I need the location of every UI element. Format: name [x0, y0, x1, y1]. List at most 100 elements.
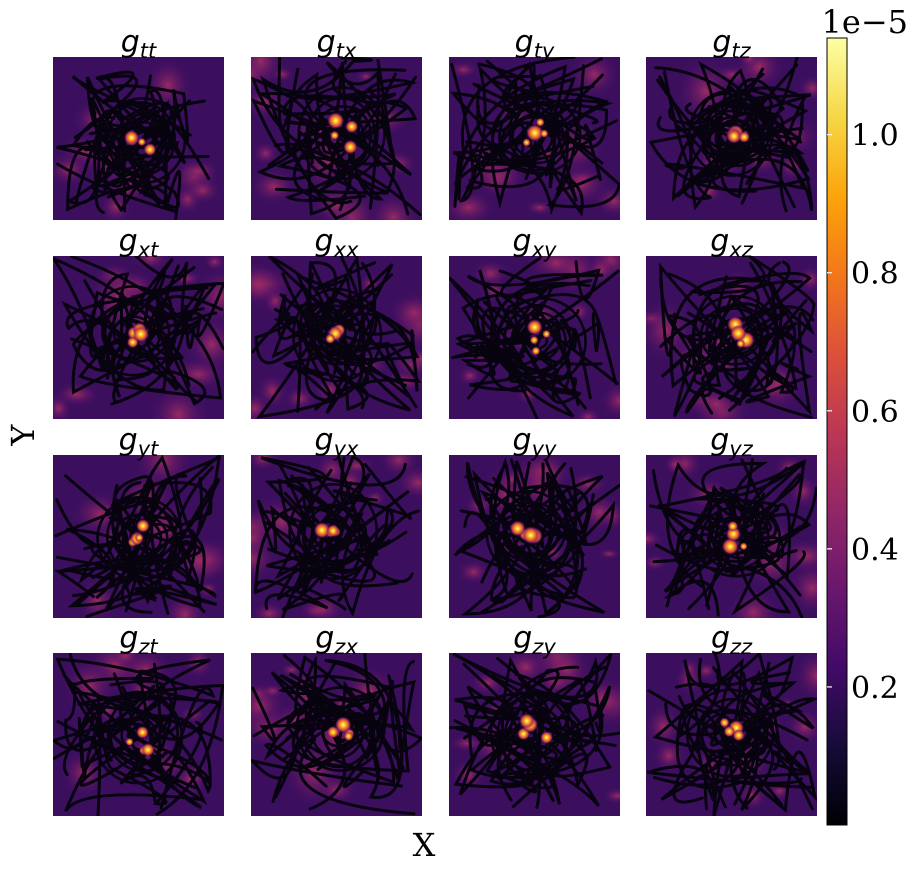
node-line	[705, 72, 785, 178]
swirl-ring	[498, 102, 570, 172]
hotspot	[738, 131, 750, 143]
panel-title-gzy: gzy	[513, 621, 556, 659]
swirl-ring	[93, 690, 184, 785]
node-line	[508, 279, 593, 418]
hotspot	[723, 725, 736, 738]
swirl-ring	[310, 705, 365, 759]
hotspot	[721, 537, 739, 556]
node-line	[523, 458, 580, 529]
node-line	[488, 293, 618, 393]
panel-gtz: gtz	[646, 25, 817, 220]
swirl-ring	[88, 285, 178, 377]
hotspot	[345, 120, 359, 134]
intensity-blob	[599, 381, 620, 419]
swirl-ring	[312, 517, 353, 553]
node-line	[64, 679, 166, 752]
node-line	[64, 696, 219, 813]
panel-title-gzt: gzt	[119, 621, 158, 659]
node-line	[264, 691, 383, 788]
hotspot	[535, 117, 545, 127]
swirl-ring	[700, 711, 759, 761]
hotspot	[143, 142, 157, 156]
hotspot	[136, 725, 149, 739]
swirl-ring	[306, 97, 377, 173]
swirl-ring	[696, 697, 769, 767]
hotspot	[123, 130, 140, 146]
panel-title-gxt: gxt	[119, 224, 159, 262]
swirl-ring	[485, 489, 571, 577]
swirl-ring	[101, 301, 171, 363]
intensity-blob	[251, 390, 272, 419]
node-line	[453, 719, 600, 807]
y-axis-label: Y	[4, 424, 42, 447]
panel-grid: gtt gtx gty gtz gxt gxx gxy gxz gyt gyx gyy gyz gzt g…	[53, 25, 817, 816]
intensity-blob	[794, 653, 817, 702]
node-line	[274, 59, 397, 195]
hotspot	[729, 324, 747, 342]
colorbar-tick-label: 0.4	[851, 533, 899, 568]
swirl-ring	[313, 105, 373, 165]
node-line	[119, 669, 177, 803]
swirl-ring	[106, 694, 179, 773]
intensity-blob	[53, 381, 101, 408]
hotspot	[509, 520, 526, 537]
node-line	[260, 456, 407, 555]
node-line	[277, 654, 364, 761]
colorbar-tick-label: 0.2	[851, 671, 899, 706]
panel-gtt: gtt	[53, 25, 224, 220]
swirl-ring	[699, 304, 770, 366]
hotspot	[727, 520, 739, 532]
swirl-ring	[318, 316, 358, 356]
swirl-ring	[521, 318, 562, 361]
swirl-ring	[504, 705, 563, 759]
hotspot	[521, 526, 540, 545]
intensity-blob	[738, 57, 760, 68]
node-line	[700, 294, 774, 415]
swirl-ring	[502, 304, 572, 379]
swirl-ring	[511, 115, 554, 158]
panel-title-gyt: gyt	[119, 423, 159, 461]
node-line	[716, 654, 795, 810]
node-line	[282, 58, 394, 155]
swirl-ring	[96, 496, 183, 582]
colorbar-tick-label: 1.0	[851, 119, 899, 154]
swirl-ring	[106, 500, 176, 575]
hotspot	[542, 329, 551, 339]
panel-gxt: gxt	[53, 224, 224, 419]
node-line	[449, 726, 561, 805]
intensity-blob	[597, 548, 620, 560]
intensity-blob	[785, 708, 817, 746]
intensity-blob	[725, 588, 782, 618]
intensity-blob	[182, 176, 222, 205]
swirl-ring	[707, 516, 764, 563]
colorbar-gradient	[826, 37, 848, 826]
swirl-ring	[705, 307, 764, 360]
colorbar: 0.2 0.4 0.6 0.8 1.0 1e−5	[822, 3, 908, 826]
node-line	[476, 91, 609, 209]
swirl-ring	[295, 686, 386, 772]
node-line	[71, 478, 221, 605]
node-line	[697, 657, 815, 761]
panel-gxy: gxy	[449, 224, 620, 419]
node-line	[256, 261, 364, 419]
panel-gzz: gzz	[646, 621, 817, 816]
hotspot	[327, 112, 345, 130]
panel-title-gxz: gxz	[710, 224, 753, 262]
panel-gyx: gyx	[251, 423, 422, 618]
node-line	[53, 711, 153, 777]
panel-gzt: gzt	[53, 621, 224, 816]
swirl-ring	[99, 97, 187, 185]
panel-gzx: gzx	[251, 621, 422, 816]
hotspot	[132, 325, 150, 343]
node-line	[521, 478, 590, 534]
swirl-ring	[297, 503, 368, 565]
hotspot	[531, 346, 541, 356]
swirl-ring	[302, 299, 372, 366]
swirl-ring	[112, 315, 154, 351]
hotspot	[726, 129, 742, 144]
node-line	[110, 456, 221, 587]
panel-title-gyx: gyx	[315, 423, 359, 461]
intensity-blob	[568, 57, 620, 99]
intensity-blob	[270, 65, 295, 83]
swirl-ring	[112, 513, 169, 564]
